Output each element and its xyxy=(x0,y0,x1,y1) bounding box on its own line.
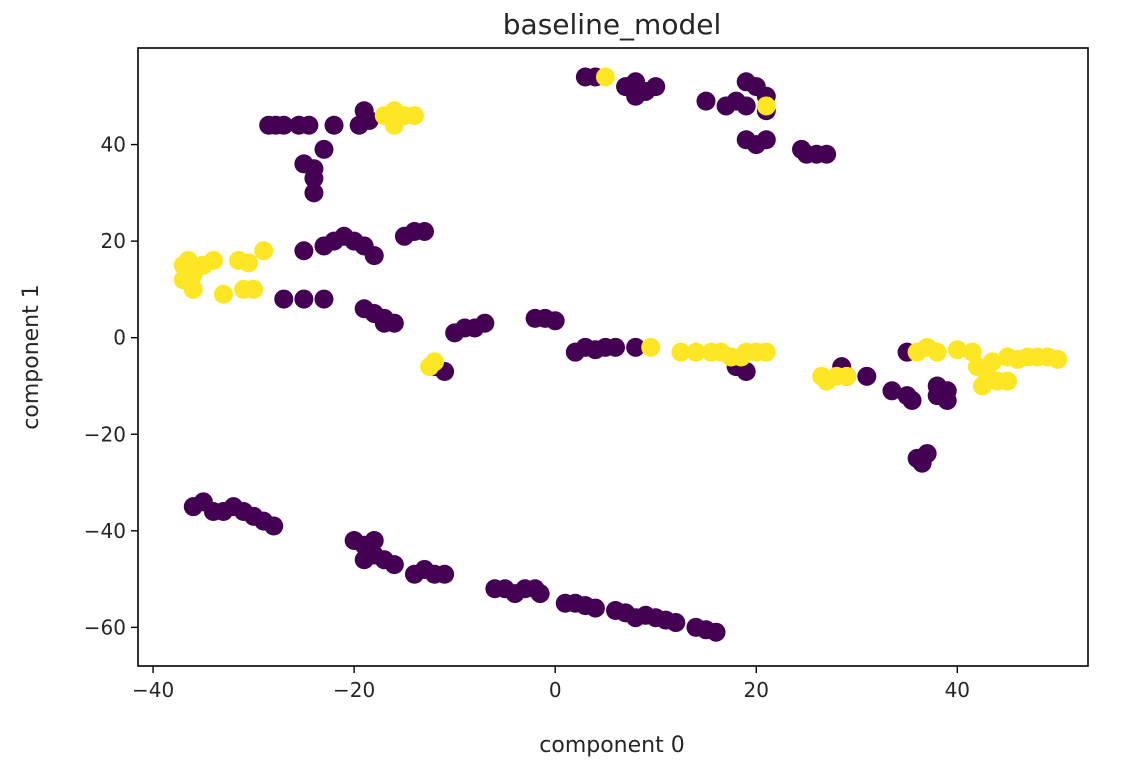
scatter-point-light xyxy=(178,250,198,270)
scatter-point-dark xyxy=(606,337,626,357)
scatter-point-light xyxy=(927,342,947,362)
chart-title: baseline_model xyxy=(503,8,721,41)
scatter-point-dark xyxy=(817,144,837,164)
scatter-point-dark xyxy=(902,390,922,410)
scatter-point-dark xyxy=(882,381,902,401)
scatter-point-dark xyxy=(364,530,384,550)
x-tick-label: −40 xyxy=(132,678,174,702)
scatter-point-dark xyxy=(299,115,319,135)
scatter-point-light xyxy=(962,342,982,362)
scatter-point-dark xyxy=(756,130,776,150)
scatter-point-dark xyxy=(324,115,344,135)
y-tick-label: 20 xyxy=(101,229,126,253)
y-tick-label: −40 xyxy=(84,519,126,543)
scatter-point-dark xyxy=(274,115,294,135)
scatter-point-light xyxy=(837,366,857,386)
scatter-point-light xyxy=(756,342,776,362)
scatter-point-dark xyxy=(274,289,294,309)
scatter-point-dark xyxy=(545,311,565,331)
scatter-point-dark xyxy=(294,289,314,309)
scatter-point-light xyxy=(254,241,274,261)
scatter-point-dark xyxy=(696,91,716,111)
x-tick-label: −20 xyxy=(333,678,375,702)
scatter-point-dark xyxy=(736,361,756,381)
scatter-point-dark xyxy=(294,241,314,261)
x-axis-label: component 0 xyxy=(539,733,684,758)
scatter-point-dark xyxy=(706,622,726,642)
scatter-point-light xyxy=(686,342,706,362)
y-tick-label: −20 xyxy=(84,422,126,446)
scatter-point-dark xyxy=(314,139,334,159)
scatter-point-light xyxy=(239,253,259,273)
scatter-point-light xyxy=(404,106,424,126)
scatter-point-light xyxy=(183,279,203,299)
scatter-point-light xyxy=(641,337,661,357)
scatter-point-dark xyxy=(475,313,495,333)
scatter-point-dark xyxy=(384,555,404,575)
scatter-point-dark xyxy=(415,221,435,241)
scatter-point-dark xyxy=(384,313,404,333)
scatter-point-dark xyxy=(857,366,877,386)
scatter-point-dark xyxy=(912,453,932,473)
y-axis: −60 −40 −20 0 20 40 xyxy=(84,133,138,639)
scatter-point-dark xyxy=(530,584,550,604)
scatter-point-dark xyxy=(264,516,284,536)
plot-frame xyxy=(137,47,1089,667)
plot-area xyxy=(173,67,1068,642)
scatter-point-dark xyxy=(585,598,605,618)
scatter-point-light xyxy=(213,284,233,304)
scatter-point-light xyxy=(1048,349,1068,369)
scatter-point-dark xyxy=(736,96,756,116)
x-axis: −40 −20 0 20 40 xyxy=(132,666,970,702)
scatter-point-dark xyxy=(626,337,646,357)
scatter-point-dark xyxy=(646,77,666,97)
scatter-point-dark xyxy=(304,168,324,188)
scatter-point-light xyxy=(244,279,264,299)
scatter-point-dark xyxy=(666,613,686,633)
y-tick-label: 0 xyxy=(113,326,126,350)
scatter-point-dark xyxy=(364,246,384,266)
scatter-point-light xyxy=(595,67,615,87)
scatter-point-dark xyxy=(937,390,957,410)
scatter-point-light xyxy=(998,371,1018,391)
x-tick-label: 40 xyxy=(945,678,970,702)
scatter-point-light xyxy=(203,250,223,270)
scatter-point-light xyxy=(756,96,776,116)
scatter-point-light xyxy=(982,352,1002,372)
scatter-point-light xyxy=(671,342,691,362)
scatter-point-dark xyxy=(435,564,455,584)
scatter-point-dark xyxy=(304,183,324,203)
scatter-point-dark xyxy=(314,289,334,309)
x-tick-label: 20 xyxy=(744,678,769,702)
scatter-point-light xyxy=(420,357,440,377)
y-axis-label: component 1 xyxy=(19,284,44,429)
x-tick-label: 0 xyxy=(549,678,562,702)
scatter-point-dark xyxy=(349,115,369,135)
scatter-point-light xyxy=(947,340,967,360)
y-tick-label: −60 xyxy=(84,615,126,639)
scatter-point-light xyxy=(384,115,404,135)
y-tick-label: 40 xyxy=(101,133,126,157)
